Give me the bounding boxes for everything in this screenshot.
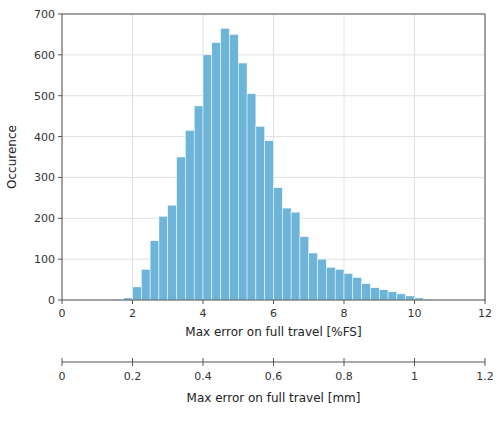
bar bbox=[141, 269, 150, 300]
x-tick-label: 10 bbox=[408, 307, 422, 320]
bar bbox=[185, 130, 194, 300]
x2-tick bbox=[485, 358, 486, 366]
y-tick-label: 400 bbox=[34, 131, 55, 144]
y-tick-label: 600 bbox=[34, 49, 55, 62]
bar bbox=[291, 212, 300, 300]
bar bbox=[370, 288, 379, 300]
bar bbox=[406, 296, 415, 300]
y-tick bbox=[58, 300, 62, 301]
x2-tick bbox=[273, 358, 274, 366]
bar bbox=[177, 157, 186, 300]
y-tick-label: 0 bbox=[48, 294, 55, 307]
grid bbox=[62, 14, 485, 300]
x-tick-label: 0 bbox=[59, 307, 66, 320]
y-tick-label: 700 bbox=[34, 8, 55, 21]
x-tick-label: 6 bbox=[270, 307, 277, 320]
x2-tick-label: 0.6 bbox=[265, 370, 283, 383]
x-tick bbox=[414, 300, 415, 304]
y-tick-label: 100 bbox=[34, 253, 55, 266]
x2-tick-label: 1.2 bbox=[476, 370, 494, 383]
x2-tick-label: 0 bbox=[59, 370, 66, 383]
bar bbox=[238, 63, 247, 300]
x2-tick-label: 0.4 bbox=[194, 370, 212, 383]
x-tick-label: 4 bbox=[200, 307, 207, 320]
x2-axis-label: Max error on full travel [mm] bbox=[187, 391, 361, 405]
bar bbox=[344, 273, 353, 300]
bar bbox=[388, 292, 397, 300]
plot-frame bbox=[62, 14, 485, 300]
x-tick bbox=[203, 300, 204, 304]
x-tick bbox=[344, 300, 345, 304]
y-axis: 0 100 200 300 400 500 600 700 bbox=[34, 8, 62, 307]
bar bbox=[133, 287, 142, 300]
bar bbox=[256, 126, 265, 300]
bar bbox=[397, 294, 406, 300]
x-tick bbox=[62, 300, 63, 304]
x2-axis: 0 0.2 0.4 0.6 0.8 1 1.2 bbox=[59, 358, 494, 383]
x2-tick bbox=[344, 358, 345, 366]
chart: 0100200300400500600700Occurence024681012… bbox=[0, 0, 500, 442]
bar bbox=[159, 216, 168, 300]
bar bbox=[274, 188, 283, 300]
bar bbox=[168, 205, 177, 300]
bar bbox=[353, 278, 362, 300]
x2-tick-label: 0.8 bbox=[335, 370, 353, 383]
bar bbox=[221, 28, 230, 300]
bar bbox=[150, 241, 159, 300]
y-tick bbox=[58, 259, 62, 260]
x2-tick-label: 0.2 bbox=[124, 370, 142, 383]
bar bbox=[362, 284, 371, 300]
bar bbox=[265, 141, 274, 300]
x-tick bbox=[273, 300, 274, 304]
x-tick bbox=[132, 300, 133, 304]
y-tick-label: 500 bbox=[34, 90, 55, 103]
y-tick-label: 300 bbox=[34, 171, 55, 184]
bars bbox=[115, 28, 468, 300]
x2-tick bbox=[414, 358, 415, 366]
x-axis: 0 2 4 6 8 10 12 bbox=[59, 300, 493, 320]
x-grid-line bbox=[132, 14, 133, 300]
x-tick-label: 8 bbox=[341, 307, 348, 320]
bar bbox=[247, 94, 256, 300]
x-tick-label: 12 bbox=[478, 307, 492, 320]
bar bbox=[326, 267, 335, 300]
y-axis-label: Occurence bbox=[5, 125, 19, 189]
x-tick bbox=[485, 300, 486, 304]
y-tick bbox=[58, 95, 62, 96]
y-tick bbox=[58, 136, 62, 137]
y-tick bbox=[58, 54, 62, 55]
x-grid-line bbox=[344, 14, 345, 300]
bar bbox=[309, 253, 318, 300]
x-grid-line bbox=[414, 14, 415, 300]
y-tick bbox=[58, 14, 62, 15]
bar bbox=[379, 290, 388, 300]
x2-tick bbox=[132, 358, 133, 366]
bar bbox=[203, 55, 212, 300]
y-tick bbox=[58, 177, 62, 178]
x2-tick-label: 1 bbox=[411, 370, 418, 383]
bar bbox=[212, 43, 221, 300]
x2-tick bbox=[203, 358, 204, 366]
x2-tick bbox=[62, 358, 63, 366]
x-tick-label: 2 bbox=[129, 307, 136, 320]
bar bbox=[335, 269, 344, 300]
bar bbox=[318, 259, 327, 300]
x-axis-label: Max error on full travel [%FS] bbox=[185, 325, 361, 339]
y-tick-label: 200 bbox=[34, 212, 55, 225]
bar bbox=[194, 106, 203, 300]
bar bbox=[282, 208, 291, 300]
bar bbox=[229, 34, 238, 300]
y-tick bbox=[58, 218, 62, 219]
bar bbox=[300, 237, 309, 300]
